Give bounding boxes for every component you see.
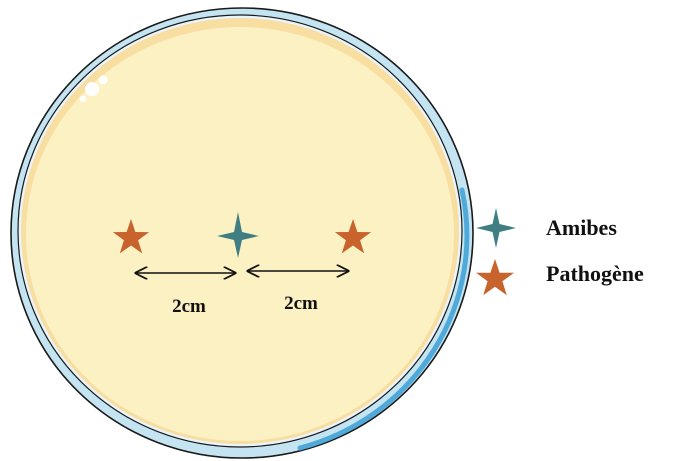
distance-label-left: 2cm <box>172 296 206 317</box>
legend: Amibes Pathogène <box>476 208 644 296</box>
legend-pathogene-label: Pathogène <box>546 261 644 286</box>
inoculation-points <box>112 212 372 258</box>
pathogene-star-right <box>334 219 372 254</box>
distance-arrows: 2cm 2cm <box>136 271 348 317</box>
legend-amibes-label: Amibes <box>546 215 617 240</box>
amibes-star-center <box>217 212 259 258</box>
reflection-highlight-medium <box>98 75 108 85</box>
pathogene-star-left <box>112 219 150 254</box>
reflection-highlight-small <box>79 95 87 103</box>
dish-blue-edge <box>297 187 470 451</box>
distance-label-right: 2cm <box>284 293 318 314</box>
legend-pathogene-icon <box>476 259 514 296</box>
legend-amibes-icon <box>476 208 516 248</box>
reflection-highlight-large <box>85 82 99 96</box>
